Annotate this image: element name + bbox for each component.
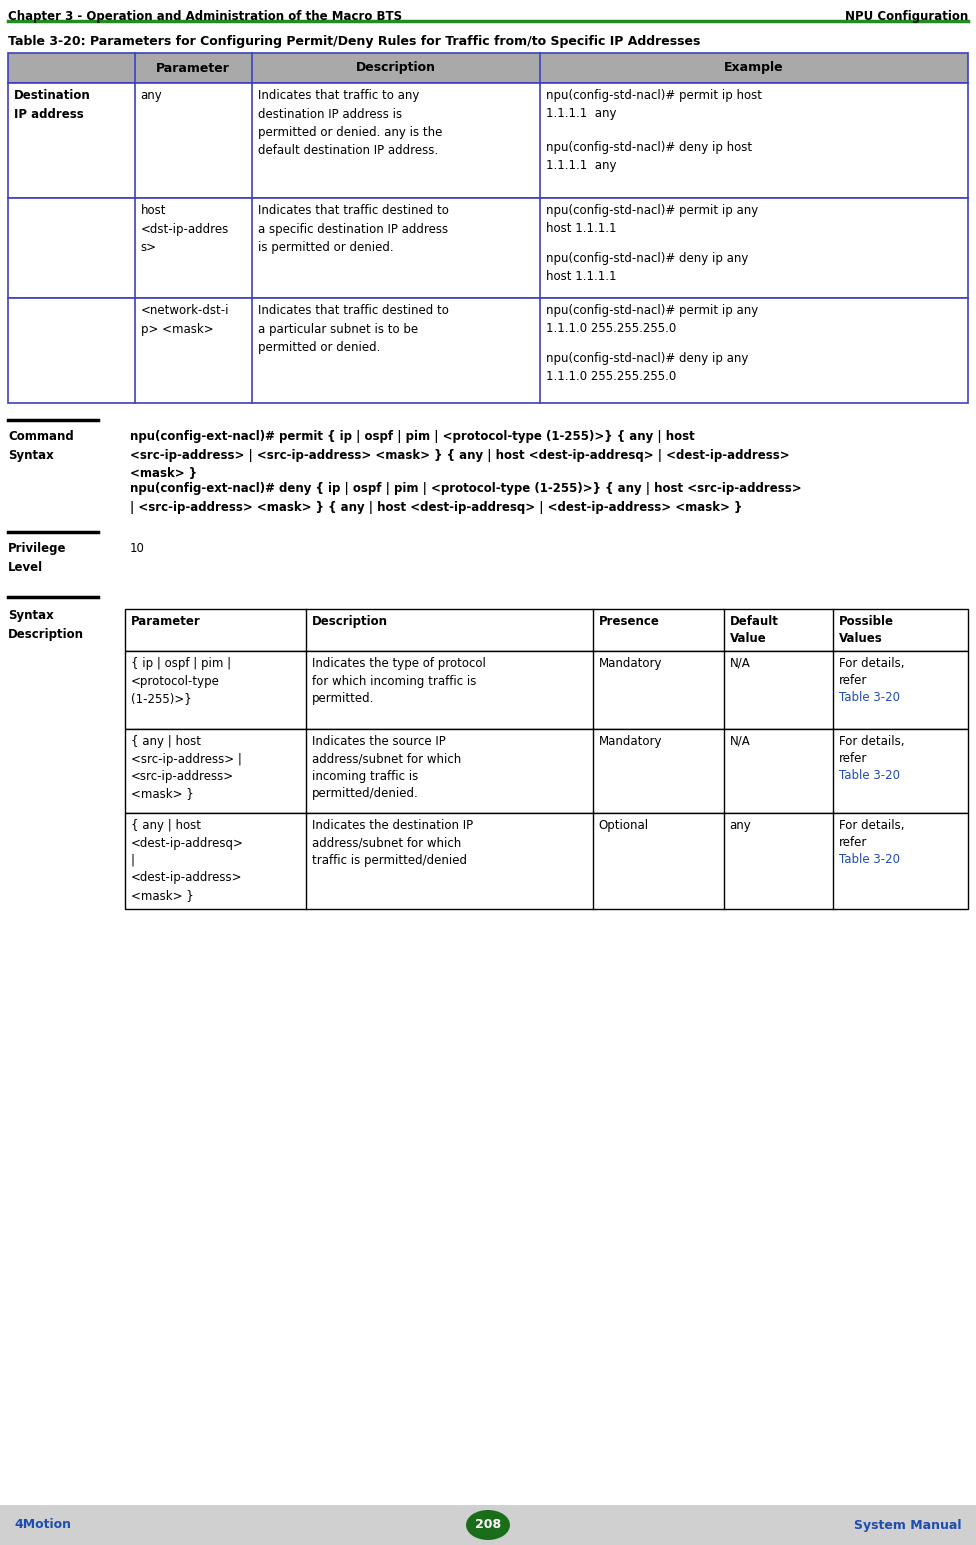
Bar <box>8 298 968 403</box>
Text: Indicates the destination IP
address/subnet for which
traffic is permitted/denie: Indicates the destination IP address/sub… <box>312 819 473 867</box>
Text: Description: Description <box>312 615 388 627</box>
Bar <box>125 609 968 650</box>
Text: N/A: N/A <box>729 735 751 748</box>
Text: Mandatory: Mandatory <box>599 735 663 748</box>
Text: npu(config-ext-nacl)# deny { ip | ospf | pim | <protocol-type (1-255)>} { any | : npu(config-ext-nacl)# deny { ip | ospf |… <box>130 482 801 513</box>
Text: Indicates the source IP
address/subnet for which
incoming traffic is
permitted/d: Indicates the source IP address/subnet f… <box>312 735 462 800</box>
Text: Description: Description <box>356 62 436 74</box>
Bar <box>8 83 968 198</box>
Text: For details,
refer: For details, refer <box>839 657 905 705</box>
Text: npu(config-std-nacl)# permit ip host
1.1.1.1  any: npu(config-std-nacl)# permit ip host 1.1… <box>546 90 762 121</box>
Text: NPU Configuration: NPU Configuration <box>845 9 968 23</box>
Text: npu(config-std-nacl)# permit ip any
host 1.1.1.1: npu(config-std-nacl)# permit ip any host… <box>546 204 758 235</box>
Text: npu(config-ext-nacl)# permit { ip | ospf | pim | <protocol-type (1-255)>} { any : npu(config-ext-nacl)# permit { ip | ospf… <box>130 430 790 480</box>
Text: Parameter: Parameter <box>131 615 201 627</box>
Bar <box>0 1505 976 1545</box>
Text: System Manual: System Manual <box>855 1519 962 1531</box>
Text: Command
Syntax: Command Syntax <box>8 430 74 462</box>
Text: 208: 208 <box>475 1519 501 1531</box>
Bar <box>8 53 968 83</box>
Text: For details,
refer: For details, refer <box>839 735 905 783</box>
Text: Indicates that traffic to any
destination IP address is
permitted or denied. any: Indicates that traffic to any destinatio… <box>258 90 442 158</box>
Text: { any | host
<src-ip-address> |
<src-ip-address>
<mask> }: { any | host <src-ip-address> | <src-ip-… <box>131 735 242 800</box>
Text: Destination
IP address: Destination IP address <box>14 90 91 121</box>
Bar <box>125 729 968 813</box>
Text: Table 3-20: Table 3-20 <box>839 769 900 782</box>
Text: <network-dst-i
p> <mask>: <network-dst-i p> <mask> <box>141 304 229 335</box>
Text: npu(config-std-nacl)# deny ip any
1.1.1.0 255.255.255.0: npu(config-std-nacl)# deny ip any 1.1.1.… <box>546 352 749 383</box>
Text: 10: 10 <box>130 542 144 555</box>
Text: Indicates that traffic destined to
a specific destination IP address
is permitte: Indicates that traffic destined to a spe… <box>258 204 449 253</box>
Text: any: any <box>141 90 162 102</box>
Text: { any | host
<dest-ip-addresq>
|
<dest-ip-address>
<mask> }: { any | host <dest-ip-addresq> | <dest-i… <box>131 819 244 902</box>
Text: Syntax
Description: Syntax Description <box>8 609 84 641</box>
Text: Table 3-20: Table 3-20 <box>839 853 900 867</box>
Text: Mandatory: Mandatory <box>599 657 663 671</box>
Text: host
<dst-ip-addres
s>: host <dst-ip-addres s> <box>141 204 229 253</box>
Text: Presence: Presence <box>599 615 660 627</box>
Text: Table 3-20: Table 3-20 <box>839 691 900 705</box>
Bar <box>125 650 968 729</box>
Ellipse shape <box>466 1509 510 1540</box>
Bar <box>125 813 968 908</box>
Text: 4Motion: 4Motion <box>14 1519 71 1531</box>
Text: Privilege
Level: Privilege Level <box>8 542 66 575</box>
Text: Possible
Values: Possible Values <box>839 615 894 644</box>
Text: Example: Example <box>724 62 784 74</box>
Text: Chapter 3 - Operation and Administration of the Macro BTS: Chapter 3 - Operation and Administration… <box>8 9 402 23</box>
Text: Table 3-20: Parameters for Configuring Permit/Deny Rules for Traffic from/to Spe: Table 3-20: Parameters for Configuring P… <box>8 36 701 48</box>
Bar <box>8 198 968 298</box>
Text: Indicates that traffic destined to
a particular subnet is to be
permitted or den: Indicates that traffic destined to a par… <box>258 304 449 354</box>
Text: For details,
refer: For details, refer <box>839 819 905 867</box>
Text: Optional: Optional <box>599 819 649 833</box>
Text: Indicates the type of protocol
for which incoming traffic is
permitted.: Indicates the type of protocol for which… <box>312 657 486 705</box>
Text: { ip | ospf | pim |
<protocol-type
(1-255)>}: { ip | ospf | pim | <protocol-type (1-25… <box>131 657 231 705</box>
Text: N/A: N/A <box>729 657 751 671</box>
Text: Parameter: Parameter <box>156 62 230 74</box>
Text: Default
Value: Default Value <box>729 615 779 644</box>
Text: npu(config-std-nacl)# deny ip any
host 1.1.1.1: npu(config-std-nacl)# deny ip any host 1… <box>546 252 749 283</box>
Text: npu(config-std-nacl)# deny ip host
1.1.1.1  any: npu(config-std-nacl)# deny ip host 1.1.1… <box>546 141 752 173</box>
Text: any: any <box>729 819 752 833</box>
Text: npu(config-std-nacl)# permit ip any
1.1.1.0 255.255.255.0: npu(config-std-nacl)# permit ip any 1.1.… <box>546 304 758 335</box>
